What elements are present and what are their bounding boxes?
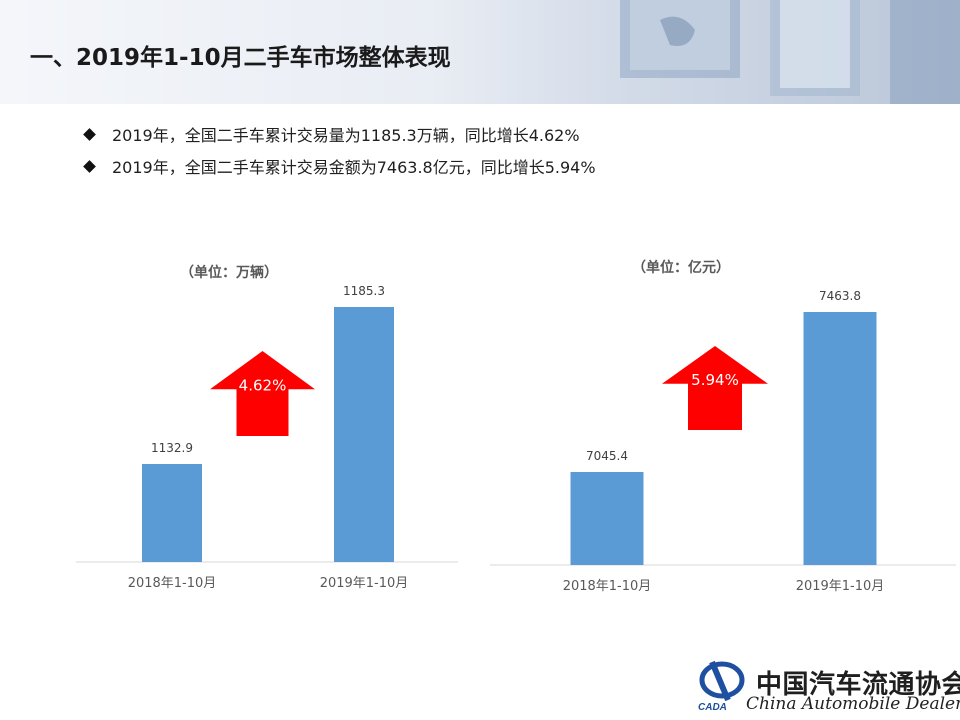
diamond-bullet-icon bbox=[83, 159, 96, 173]
bullet-item: 2019年，全国二手车累计交易量为1185.3万辆，同比增长4.62% bbox=[82, 118, 596, 150]
data-label: 7463.8 bbox=[819, 289, 861, 303]
growth-label: 4.62% bbox=[239, 376, 287, 394]
chart-unit-label: （单位：亿元） bbox=[632, 260, 730, 276]
x-tick-label: 2018年1-10月 bbox=[128, 576, 217, 591]
bullet-list: 2019年，全国二手车累计交易量为1185.3万辆，同比增长4.62% 2019… bbox=[82, 118, 596, 182]
diamond-bullet-icon bbox=[83, 127, 96, 141]
x-tick-label: 2019年1-10月 bbox=[796, 579, 885, 594]
bar bbox=[142, 464, 202, 562]
bar bbox=[570, 472, 644, 565]
chart-unit-label: （单位：万辆） bbox=[180, 265, 278, 281]
x-tick-label: 2018年1-10月 bbox=[563, 579, 652, 594]
header-decoration bbox=[620, 0, 960, 104]
cada-emblem-icon: CADA bbox=[698, 660, 745, 713]
x-tick-label: 2019年1-10月 bbox=[320, 576, 409, 591]
data-label: 7045.4 bbox=[586, 449, 628, 463]
growth-arrow-icon bbox=[210, 351, 315, 436]
data-label: 1132.9 bbox=[151, 441, 193, 455]
logo-name-en: China Automobile Dealers bbox=[746, 694, 960, 714]
header-banner: 一、2019年1-10月二手车市场整体表现 bbox=[0, 0, 960, 104]
bar bbox=[803, 312, 877, 565]
page-title: 一、2019年1-10月二手车市场整体表现 bbox=[30, 45, 451, 71]
cada-logo: CADA 中国汽车流通协会 China Automobile Dealers bbox=[694, 652, 960, 714]
growth-label: 5.94% bbox=[691, 371, 739, 389]
bullet-text: 2019年，全国二手车累计交易金额为7463.8亿元，同比增长5.94% bbox=[112, 158, 596, 177]
growth-arrow-icon bbox=[662, 346, 768, 430]
logo-name-cn: 中国汽车流通协会 bbox=[756, 670, 960, 700]
bullet-item: 2019年，全国二手车累计交易金额为7463.8亿元，同比增长5.94% bbox=[82, 150, 596, 182]
bullet-text: 2019年，全国二手车累计交易量为1185.3万辆，同比增长4.62% bbox=[112, 126, 580, 145]
logo-abbr: CADA bbox=[698, 702, 727, 713]
data-label: 1185.3 bbox=[343, 284, 385, 298]
bar bbox=[334, 307, 394, 562]
